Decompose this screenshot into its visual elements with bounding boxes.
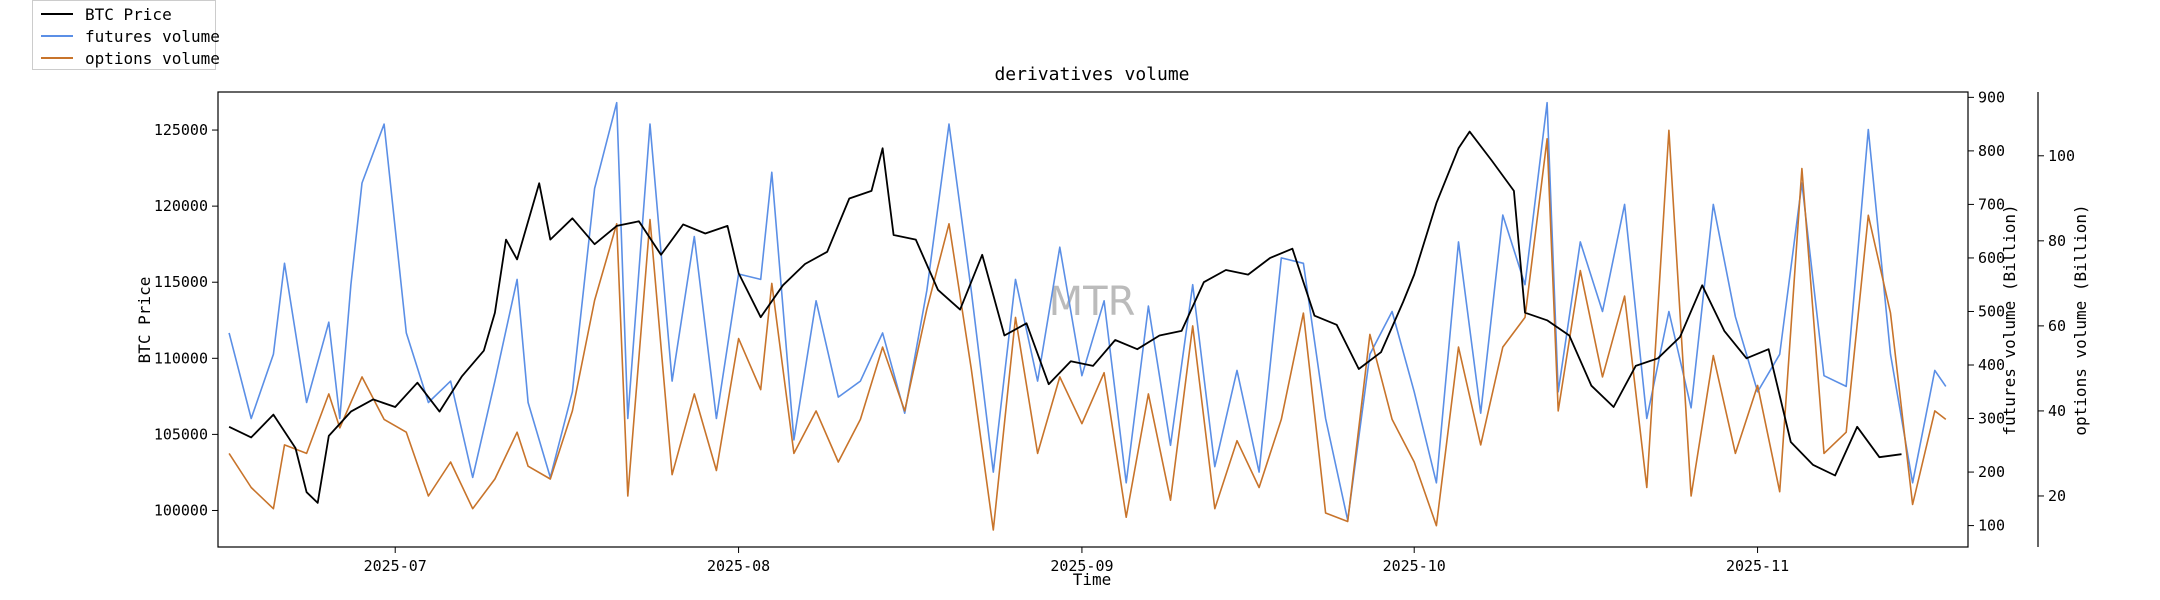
y-futures-tick-label: 300 bbox=[1978, 410, 2005, 428]
series-line-options-volume bbox=[228, 129, 1947, 531]
legend: BTC Price futures volume options volume bbox=[32, 0, 220, 70]
y-options-tick-label: 80 bbox=[2048, 232, 2066, 250]
series-line-btc-price bbox=[228, 130, 1902, 504]
plot-frame bbox=[217, 91, 1969, 548]
y-options-tick-label: 100 bbox=[2048, 147, 2075, 165]
y-axis-btc-price: 100000 105000 110000 115000 120000 125000 bbox=[154, 121, 218, 519]
chart-title: derivatives volume bbox=[994, 64, 1189, 85]
x-tick-label: 2025-11 bbox=[1726, 557, 1789, 575]
legend-label: options volume bbox=[85, 48, 220, 68]
legend-item-futures-volume: futures volume bbox=[41, 25, 220, 47]
y-axis-label-options-volume: options volume (Billion) bbox=[2071, 204, 2090, 435]
y-left-tick-label: 100000 bbox=[154, 501, 208, 519]
y-futures-tick-label: 400 bbox=[1978, 356, 2005, 374]
legend-swatch bbox=[41, 35, 73, 37]
legend-swatch bbox=[41, 57, 73, 59]
y-axis-futures-volume: 100 200 300 400 500 600 700 800 900 bbox=[1968, 88, 2005, 535]
x-tick-label: 2025-10 bbox=[1383, 557, 1446, 575]
watermark: MTR bbox=[1049, 279, 1136, 325]
y-options-tick-label: 40 bbox=[2048, 402, 2066, 420]
y-left-tick-label: 120000 bbox=[154, 197, 208, 215]
x-axis-label: Time bbox=[1073, 570, 1112, 589]
y-axis-label-btc-price: BTC Price bbox=[135, 277, 154, 364]
y-left-tick-label: 110000 bbox=[154, 349, 208, 367]
legend-swatch bbox=[41, 13, 73, 15]
legend-item-options-volume: options volume bbox=[41, 47, 220, 69]
y-futures-tick-label: 200 bbox=[1978, 463, 2005, 481]
y-left-tick-label: 115000 bbox=[154, 273, 208, 291]
x-axis: 2025-07 2025-08 2025-09 2025-10 2025-11 bbox=[364, 547, 1789, 575]
legend-item-btc-price: BTC Price bbox=[41, 3, 172, 25]
y-left-tick-label: 125000 bbox=[154, 121, 208, 139]
legend-label: BTC Price bbox=[85, 4, 172, 24]
y-axis-options-volume: 20 40 60 80 100 bbox=[2038, 147, 2075, 505]
y-left-tick-label: 105000 bbox=[154, 425, 208, 443]
y-futures-tick-label: 700 bbox=[1978, 195, 2005, 213]
y-options-tick-label: 60 bbox=[2048, 317, 2066, 335]
y-futures-tick-label: 500 bbox=[1978, 302, 2005, 320]
x-tick-label: 2025-07 bbox=[364, 557, 427, 575]
series-line-futures-volume bbox=[228, 101, 1947, 522]
x-tick-label: 2025-08 bbox=[707, 557, 770, 575]
y-futures-tick-label: 800 bbox=[1978, 142, 2005, 160]
y-axis-label-futures-volume: futures volume (Billion) bbox=[2000, 204, 2019, 435]
y-futures-tick-label: 600 bbox=[1978, 249, 2005, 267]
y-futures-tick-label: 100 bbox=[1978, 517, 2005, 535]
legend-label: futures volume bbox=[85, 26, 220, 46]
y-futures-tick-label: 900 bbox=[1978, 88, 2005, 106]
series-layer bbox=[228, 101, 1947, 531]
x-tick-label: 2025-09 bbox=[1050, 557, 1113, 575]
y-options-tick-label: 20 bbox=[2048, 487, 2066, 505]
